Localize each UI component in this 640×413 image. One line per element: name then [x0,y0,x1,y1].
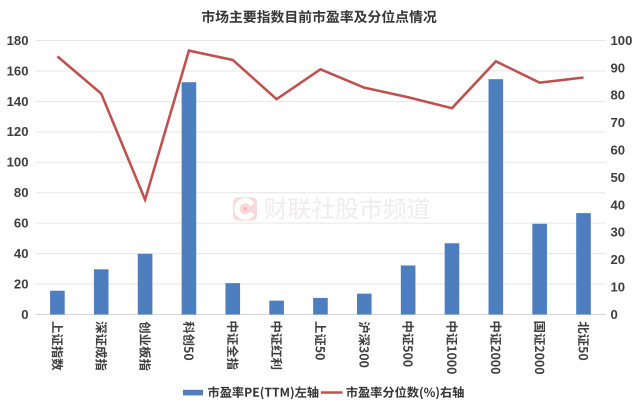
svg-text:0: 0 [21,307,28,322]
svg-text:180: 180 [7,33,29,48]
svg-text:100: 100 [7,155,29,170]
svg-text:70: 70 [611,115,626,130]
svg-text:90: 90 [611,60,626,75]
svg-text:20: 20 [611,252,626,267]
svg-text:40: 40 [14,246,29,261]
svg-text:30: 30 [611,225,626,240]
svg-text:60: 60 [611,143,626,158]
svg-text:10: 10 [611,280,626,295]
svg-text:80: 80 [14,185,29,200]
svg-text:20: 20 [14,276,29,291]
svg-text:140: 140 [7,94,29,109]
svg-text:100: 100 [611,33,633,48]
svg-text:120: 120 [7,124,29,139]
svg-text:60: 60 [14,216,29,231]
svg-text:50: 50 [611,170,626,185]
svg-text:160: 160 [7,63,29,78]
svg-text:0: 0 [611,307,618,322]
svg-text:80: 80 [611,88,626,103]
svg-text:40: 40 [611,197,626,212]
